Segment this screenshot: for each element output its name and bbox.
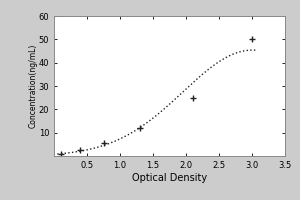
X-axis label: Optical Density: Optical Density: [132, 173, 207, 183]
Y-axis label: Concentration(ng/mL): Concentration(ng/mL): [28, 44, 37, 128]
